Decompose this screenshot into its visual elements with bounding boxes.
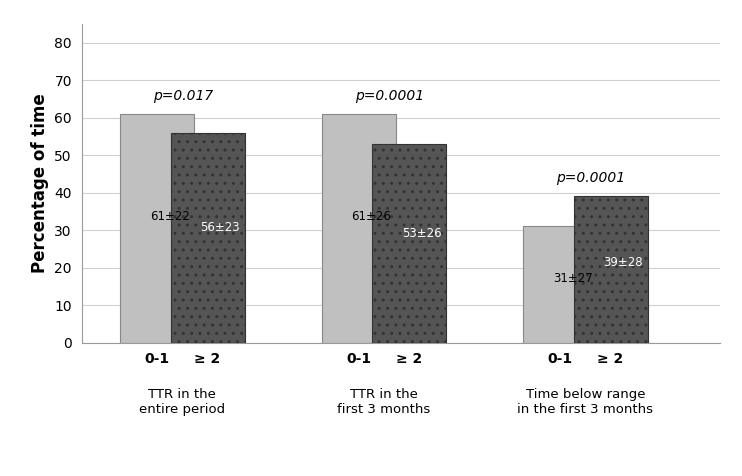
Bar [372, 144, 446, 343]
Text: p=0.0001: p=0.0001 [556, 171, 626, 185]
Text: 61±26: 61±26 [351, 210, 391, 223]
Text: 56±23: 56±23 [200, 221, 240, 234]
Text: TTR in the
first 3 months: TTR in the first 3 months [338, 388, 430, 416]
Bar [171, 133, 245, 343]
Bar [523, 227, 597, 343]
Text: Time below range
in the first 3 months: Time below range in the first 3 months [517, 388, 654, 416]
Bar [120, 114, 194, 343]
Text: 53±26: 53±26 [401, 227, 441, 240]
Bar [322, 114, 395, 343]
Text: p=0.017: p=0.017 [154, 89, 214, 103]
Text: p=0.0001: p=0.0001 [355, 89, 424, 103]
Text: 31±27: 31±27 [553, 272, 593, 285]
Text: TTR in the
entire period: TTR in the entire period [139, 388, 226, 416]
Text: 61±22: 61±22 [150, 210, 190, 223]
Y-axis label: Percentage of time: Percentage of time [30, 93, 49, 273]
Bar [574, 197, 648, 343]
Text: 39±28: 39±28 [603, 256, 643, 269]
